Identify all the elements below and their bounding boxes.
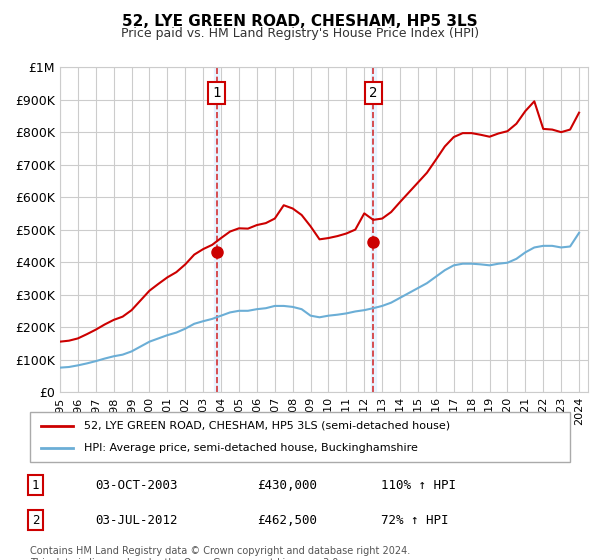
Text: 2: 2 (32, 514, 39, 526)
Text: £430,000: £430,000 (257, 479, 317, 492)
Text: 03-JUL-2012: 03-JUL-2012 (95, 514, 178, 526)
Text: Contains HM Land Registry data © Crown copyright and database right 2024.
This d: Contains HM Land Registry data © Crown c… (30, 546, 410, 560)
Text: 2: 2 (369, 86, 377, 100)
Text: 1: 1 (212, 86, 221, 100)
Text: Price paid vs. HM Land Registry's House Price Index (HPI): Price paid vs. HM Land Registry's House … (121, 27, 479, 40)
Text: 52, LYE GREEN ROAD, CHESHAM, HP5 3LS (semi-detached house): 52, LYE GREEN ROAD, CHESHAM, HP5 3LS (se… (84, 421, 450, 431)
Text: £462,500: £462,500 (257, 514, 317, 526)
Text: 52, LYE GREEN ROAD, CHESHAM, HP5 3LS: 52, LYE GREEN ROAD, CHESHAM, HP5 3LS (122, 14, 478, 29)
Text: 110% ↑ HPI: 110% ↑ HPI (381, 479, 456, 492)
Text: 1: 1 (32, 479, 39, 492)
Text: 72% ↑ HPI: 72% ↑ HPI (381, 514, 449, 526)
Text: 03-OCT-2003: 03-OCT-2003 (95, 479, 178, 492)
Bar (214, 67, 219, 392)
FancyBboxPatch shape (30, 412, 570, 462)
Bar (371, 67, 376, 392)
Text: HPI: Average price, semi-detached house, Buckinghamshire: HPI: Average price, semi-detached house,… (84, 443, 418, 453)
